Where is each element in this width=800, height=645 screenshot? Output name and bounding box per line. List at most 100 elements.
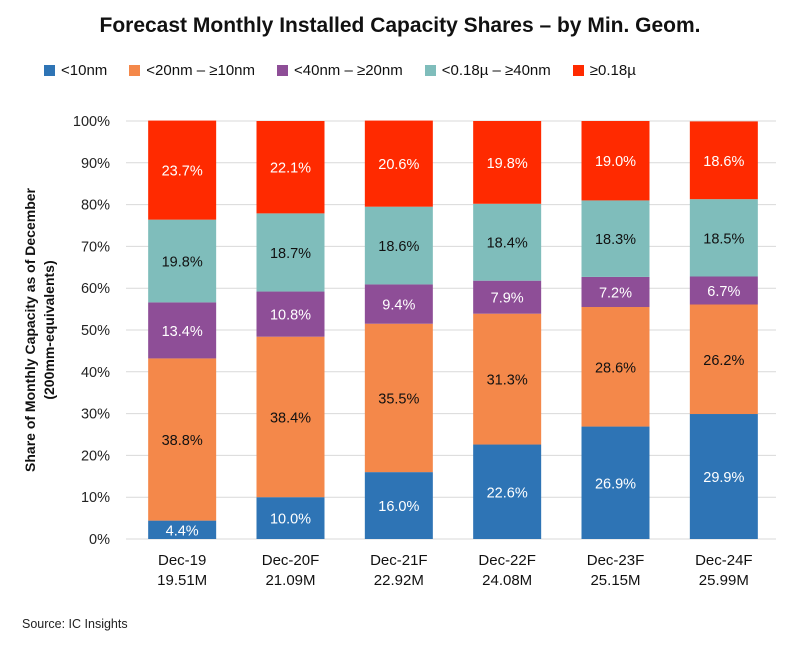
source-note: Source: IC Insights: [22, 617, 128, 631]
data-label: 10.8%: [270, 308, 311, 324]
data-label: 10.0%: [270, 512, 311, 528]
bar-segment: [689, 414, 758, 539]
y-axis-title: Share of Monthly Capacity as of December: [22, 187, 38, 472]
legend-swatch: [277, 65, 289, 76]
data-label: 26.2%: [703, 353, 744, 369]
data-label: 19.8%: [162, 255, 203, 271]
bar-segment: [364, 284, 433, 324]
data-label: 31.3%: [487, 373, 528, 389]
legend-item: <20nm – ≥10nm: [129, 62, 255, 79]
bar-segment: [473, 280, 542, 314]
data-label: 7.9%: [491, 291, 524, 307]
bar-segment: [689, 276, 758, 305]
data-label: 22.6%: [487, 485, 528, 501]
data-label: 23.7%: [162, 164, 203, 180]
data-label: 35.5%: [378, 391, 419, 407]
legend-swatch: [129, 65, 141, 76]
y-tick-label: 30%: [81, 407, 110, 423]
data-label: 7.2%: [599, 285, 632, 301]
x-tick-sublabel: 21.09M: [265, 572, 315, 589]
legend-label: <40nm – ≥20nm: [294, 62, 403, 79]
legend-swatch: [44, 65, 55, 76]
data-label: 19.0%: [595, 154, 636, 170]
data-label: 20.6%: [378, 157, 419, 173]
bar-segment: [256, 291, 325, 337]
legend-item: ≥0.18µ: [572, 62, 636, 79]
y-tick-label: 100%: [73, 114, 110, 130]
x-tick-label: Dec-21F: [370, 552, 428, 569]
legend-label: <20nm – ≥10nm: [146, 62, 256, 79]
data-label: 38.4%: [270, 410, 311, 426]
bar-segment: [256, 121, 325, 214]
y-tick-label: 80%: [81, 198, 110, 214]
legend-swatch: [572, 65, 584, 76]
x-tick-label: Dec-22F: [478, 552, 536, 569]
bar-segment: [148, 302, 217, 359]
y-tick-label: 0%: [89, 532, 110, 548]
legend-item: <40nm – ≥20nm: [277, 62, 403, 79]
legend-label: <0.18µ – ≥40nm: [441, 62, 551, 79]
bar-segment: [473, 203, 542, 281]
data-label: 18.3%: [595, 232, 636, 248]
bar-segment: [581, 426, 650, 539]
data-label: 19.8%: [487, 156, 528, 172]
data-label: 18.5%: [703, 231, 744, 247]
bar-segment: [473, 121, 542, 204]
data-label: 38.8%: [162, 433, 203, 449]
bar-segment: [256, 213, 325, 292]
bar-segment: [581, 121, 650, 201]
y-tick-label: 10%: [81, 490, 110, 506]
bar-segment: [364, 472, 433, 539]
data-label: 18.6%: [703, 154, 744, 170]
y-tick-label: 50%: [81, 323, 110, 339]
bar-segment: [473, 444, 542, 539]
bar-segment: [364, 120, 433, 207]
chart-title: Forecast Monthly Installed Capacity Shar…: [99, 14, 701, 37]
bar-segment: [256, 497, 325, 539]
data-label: 22.1%: [270, 161, 311, 177]
bar-segment: [148, 358, 217, 521]
y-tick-label: 70%: [81, 239, 110, 255]
data-label: 13.4%: [162, 324, 203, 340]
x-tick-sublabel: 25.15M: [590, 572, 640, 589]
bar-segment: [364, 206, 433, 285]
x-tick-sublabel: 25.99M: [699, 572, 749, 589]
chart-legend: <10nm <20nm – ≥10nm <40nm – ≥20nm <0.18µ – …: [44, 62, 636, 79]
x-tick-label: Dec-19: [158, 552, 206, 569]
x-tick-label: Dec-20F: [262, 552, 320, 569]
bar-segment: [473, 313, 542, 445]
data-label: 9.4%: [382, 298, 415, 314]
y-tick-label: 20%: [81, 448, 110, 464]
data-label: 26.9%: [595, 476, 636, 492]
data-label: 18.7%: [270, 246, 311, 262]
x-tick-sublabel: 22.92M: [374, 572, 424, 589]
bar-segment: [689, 304, 758, 415]
legend-swatch: [424, 65, 436, 76]
legend-label: <10nm: [61, 62, 108, 79]
legend-label: ≥0.18µ: [589, 62, 636, 79]
y-tick-label: 90%: [81, 156, 110, 172]
data-label: 4.4%: [166, 523, 199, 539]
legend-item: <10nm: [44, 62, 107, 79]
y-tick-label: 60%: [81, 281, 110, 297]
bar-segment: [148, 219, 217, 303]
data-label: 6.7%: [707, 284, 740, 300]
data-label: 28.6%: [595, 360, 636, 376]
x-tick-sublabel: 19.51M: [157, 572, 207, 589]
x-tick-label: Dec-23F: [587, 552, 645, 569]
y-axis-subtitle: (200mm-equivalents): [41, 260, 57, 399]
legend-item: <0.18µ – ≥40nm: [424, 62, 551, 79]
data-label: 18.6%: [378, 239, 419, 255]
x-tick-sublabel: 24.08M: [482, 572, 532, 589]
y-tick-label: 40%: [81, 365, 110, 381]
bar-segment: [148, 520, 217, 539]
bar-segment: [689, 199, 758, 277]
bar-segment: [581, 200, 650, 277]
data-label: 29.9%: [703, 470, 744, 486]
bar-segment: [581, 276, 650, 308]
data-label: 18.4%: [487, 236, 528, 252]
bar-segment: [581, 307, 650, 427]
bar-segment: [689, 121, 758, 200]
x-tick-label: Dec-24F: [695, 552, 753, 569]
